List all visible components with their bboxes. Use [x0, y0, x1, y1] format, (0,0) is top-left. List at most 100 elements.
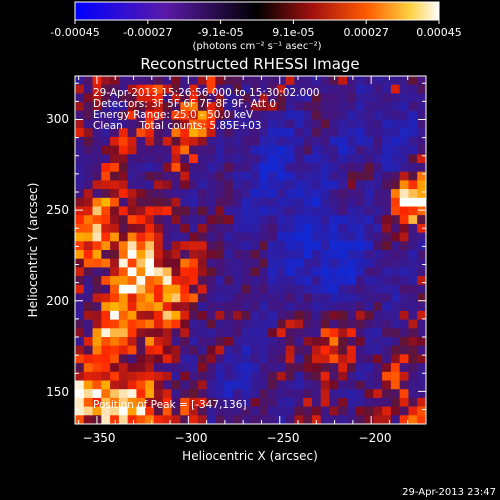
heatmap-cell: [399, 136, 409, 147]
heatmap-cell: [390, 223, 401, 234]
heatmap-cell: [197, 415, 208, 424]
heatmap-cell: [347, 215, 357, 225]
heatmap-cell: [145, 250, 155, 260]
heatmap-cell: [127, 284, 137, 294]
heatmap-cell: [294, 310, 304, 321]
heatmap-cell: [118, 154, 129, 164]
heatmap-cell: [259, 328, 269, 338]
heatmap-cell: [232, 337, 243, 347]
heatmap-cell: [224, 258, 234, 268]
heatmap-cell: [276, 337, 287, 347]
heatmap-cell: [92, 363, 102, 373]
heatmap-cell: [127, 276, 137, 286]
heatmap-cell: [338, 171, 348, 181]
heatmap-cell: [268, 110, 278, 120]
heatmap-cell: [136, 93, 146, 103]
heatmap-cell: [285, 406, 295, 416]
heatmap-cell: [145, 93, 155, 103]
heatmap-cell: [382, 284, 392, 294]
heatmap-cell: [83, 319, 94, 329]
heatmap-cell: [250, 276, 260, 286]
heatmap-cell: [364, 76, 374, 86]
heatmap-cell: [364, 276, 374, 286]
heatmap-cell: [145, 363, 155, 373]
heatmap-cell: [311, 136, 322, 147]
heatmap-cell: [180, 128, 190, 138]
heatmap-cell: [197, 84, 208, 94]
heatmap-cell: [241, 110, 251, 120]
heatmap-cell: [136, 389, 146, 399]
heatmap-cell: [127, 171, 137, 181]
heatmap-cell: [285, 310, 295, 321]
heatmap-cell: [259, 223, 269, 234]
heatmap-cell: [268, 180, 278, 190]
heatmap-cell: [399, 380, 409, 390]
heatmap-cell: [197, 189, 208, 199]
heatmap-cell: [417, 154, 426, 164]
heatmap-cell: [320, 415, 330, 424]
heatmap-cell: [250, 223, 260, 234]
heatmap-cell: [373, 171, 383, 181]
heatmap-cell: [268, 189, 278, 199]
heatmap-cell: [110, 319, 120, 329]
heatmap-cell: [197, 310, 208, 321]
heatmap-cell: [294, 415, 304, 424]
heatmap-cell: [232, 380, 243, 390]
heatmap-cell: [250, 102, 260, 112]
heatmap-cell: [417, 119, 426, 129]
heatmap-cell: [110, 241, 120, 251]
heatmap-cell: [189, 145, 199, 155]
heatmap-cell: [232, 258, 243, 268]
heatmap-cell: [232, 363, 243, 373]
heatmap-cell: [382, 84, 392, 94]
heatmap-cell: [127, 319, 137, 329]
heatmap-cell: [171, 389, 181, 399]
heatmap-cell: [127, 250, 137, 260]
heatmap-cell: [320, 380, 330, 390]
heatmap-cell: [83, 197, 94, 207]
heatmap-cell: [382, 93, 392, 103]
heatmap-cell: [92, 354, 102, 364]
heatmap-cell: [373, 293, 383, 303]
heatmap-cell: [408, 250, 418, 260]
timestamp: 29-Apr-2013 23:47: [402, 487, 496, 498]
heatmap-cell: [364, 293, 374, 303]
heatmap-cell: [259, 93, 269, 103]
heatmap-cell: [153, 337, 164, 347]
heatmap-cell: [171, 276, 181, 286]
heatmap-cell: [92, 163, 102, 173]
heatmap-cell: [101, 415, 111, 424]
heatmap-cell: [215, 415, 225, 424]
heatmap-cell: [136, 310, 146, 321]
heatmap-cell: [224, 171, 234, 181]
heatmap-cell: [268, 380, 278, 390]
heatmap-cell: [189, 302, 199, 312]
heatmap-cell: [136, 258, 146, 268]
heatmap-cell: [197, 154, 208, 164]
heatmap-cell: [153, 110, 164, 120]
heatmap-cell: [259, 302, 269, 312]
heatmap-cell: [294, 319, 304, 329]
heatmap-cell: [390, 163, 401, 173]
heatmap-cell: [206, 345, 216, 355]
heatmap-cell: [241, 345, 251, 355]
heatmap-cell: [399, 223, 409, 234]
heatmap-cell: [118, 337, 129, 347]
heatmap-cell: [153, 223, 164, 234]
heatmap-cell: [127, 136, 137, 147]
heatmap-cell: [101, 154, 111, 164]
heatmap-cell: [189, 197, 199, 207]
heatmap-cell: [145, 128, 155, 138]
observation-info: 29-Apr-2013 15:26:56.000 to 15:30:02.000…: [93, 87, 320, 132]
heatmap-cell: [197, 163, 208, 173]
heatmap-cell: [329, 258, 339, 268]
heatmap-cell: [197, 371, 208, 381]
heatmap-cell: [259, 380, 269, 390]
heatmap-cell: [224, 145, 234, 155]
heatmap-cell: [417, 363, 426, 373]
heatmap-cell: [145, 119, 155, 129]
heatmap-cell: [329, 415, 339, 424]
heatmap-cell: [390, 345, 401, 355]
heatmap-cell: [373, 284, 383, 294]
heatmap-cell: [101, 84, 111, 94]
